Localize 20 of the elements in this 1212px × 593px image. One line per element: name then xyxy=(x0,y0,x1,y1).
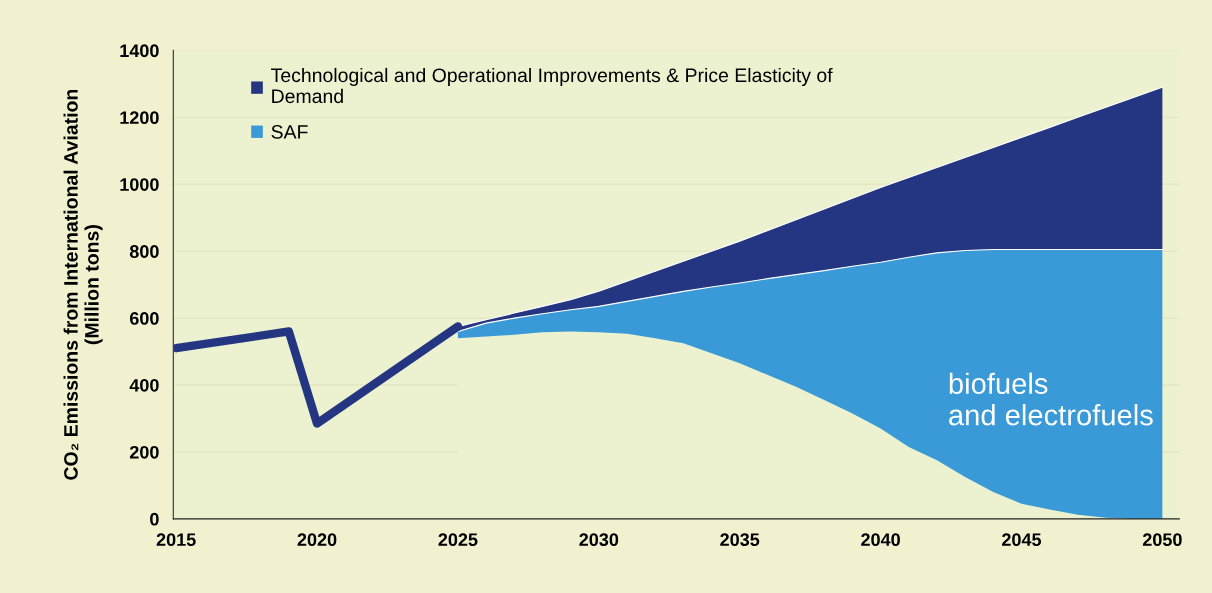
x-tick-label: 2015 xyxy=(156,533,196,547)
x-tick-label: 2035 xyxy=(720,533,760,547)
y-axis-title: CO₂ Emissions from International Aviation (Million tons) xyxy=(63,89,103,480)
y-tick-label: 400 xyxy=(129,378,159,392)
x-tick-label: 2040 xyxy=(861,533,900,547)
x-tick-label: 2030 xyxy=(579,533,619,547)
legend-label: Technological and Operational Improvements & Price Elasticity of Demand xyxy=(271,67,833,104)
y-tick-label: 1000 xyxy=(120,178,159,191)
y-tick-label: 600 xyxy=(129,312,159,325)
y-tick-label: 1400 xyxy=(120,44,159,58)
y-tick-label: 200 xyxy=(129,445,159,459)
x-tick-label: 2025 xyxy=(438,533,478,547)
x-tick-label: 2050 xyxy=(1142,533,1182,547)
x-tick-label: 2020 xyxy=(297,533,337,547)
x-tick-label: 2045 xyxy=(1002,533,1042,547)
y-tick-label: 1200 xyxy=(120,111,159,125)
y-tick-label: 0 xyxy=(150,512,159,526)
y-tick-label: 800 xyxy=(129,245,159,258)
annotation: biofuels and electrofuels xyxy=(949,372,1153,426)
legend-label: SAF xyxy=(271,124,308,139)
